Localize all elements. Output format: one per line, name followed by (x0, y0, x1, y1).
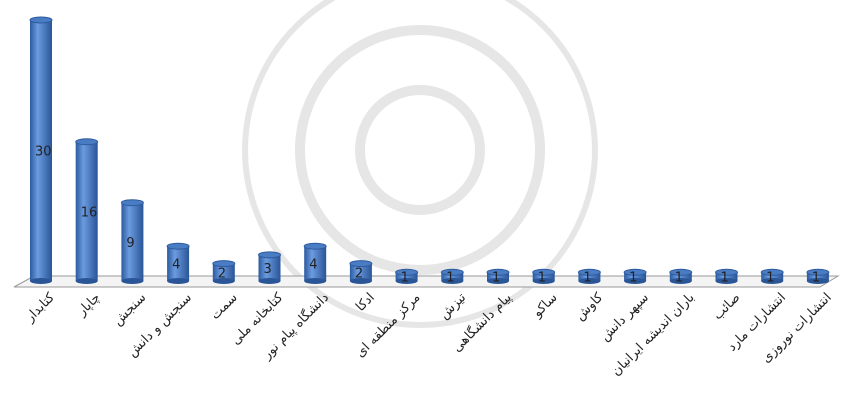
bar-top (75, 138, 99, 146)
bar (578, 272, 601, 281)
bar-top (349, 260, 373, 268)
value-label: 1 (538, 271, 546, 286)
bar-top (623, 268, 647, 276)
bar (167, 246, 190, 281)
bar (441, 272, 464, 281)
value-label: 3 (264, 262, 272, 277)
bar-bottom (761, 278, 784, 284)
x-tick-label: صائب (711, 290, 744, 323)
value-label: 1 (446, 271, 454, 286)
bar (212, 263, 235, 281)
x-tick-label: چاپار (74, 290, 104, 320)
value-label: 1 (766, 271, 774, 286)
value-label: 1 (629, 271, 637, 286)
value-label: 16 (81, 205, 98, 220)
bar-bottom (669, 278, 692, 284)
bar-top (440, 268, 464, 276)
bar-bottom (304, 278, 327, 284)
bar-top (577, 268, 601, 276)
value-label: 2 (355, 266, 363, 281)
x-tick-label: کاوش (573, 290, 607, 324)
value-label: 1 (401, 271, 409, 286)
value-label: 9 (126, 236, 134, 251)
value-label: 4 (172, 258, 180, 273)
bar (669, 272, 692, 281)
x-tick-label: باران اندیشه ایرانیان (609, 290, 698, 379)
bar-bottom (578, 278, 601, 284)
bar-top (715, 268, 738, 276)
bar-top (303, 242, 327, 250)
bar-top (258, 251, 281, 259)
bar (395, 272, 418, 281)
bar-bottom (806, 278, 829, 284)
bar (30, 20, 52, 281)
bar (806, 272, 829, 281)
bar (349, 263, 372, 281)
bar-bottom (212, 278, 235, 284)
value-label: 30 (35, 145, 52, 160)
bar-top (120, 199, 144, 207)
bar-top (806, 268, 830, 276)
bar-bottom (395, 278, 418, 284)
x-tick-label: سنجش (110, 290, 149, 329)
bar (624, 272, 647, 281)
bar-top (486, 268, 510, 276)
bar-top (760, 268, 784, 276)
bar-bottom (30, 278, 52, 284)
bar (761, 272, 784, 281)
bar-bottom (441, 278, 464, 284)
bar-bottom (349, 278, 372, 284)
bar-top (166, 242, 190, 250)
x-tick-label: ساکو (530, 290, 561, 321)
bar (487, 272, 509, 281)
x-tick-label: سمت (208, 290, 241, 323)
bar-top (532, 268, 556, 276)
bar (75, 141, 98, 281)
value-label: 1 (812, 271, 820, 286)
bar-bottom (167, 278, 190, 284)
bar (532, 272, 555, 281)
value-label: 1 (675, 271, 683, 286)
bar-top (669, 268, 693, 276)
bar-top (212, 260, 236, 268)
bar-bottom (121, 278, 144, 284)
bar-top (29, 16, 53, 24)
bar-top (395, 268, 419, 276)
value-label: 4 (309, 258, 317, 273)
value-label: 1 (492, 271, 500, 286)
bar-bottom (624, 278, 647, 284)
bar (121, 202, 144, 281)
bar-bottom (258, 278, 281, 284)
value-label: 1 (583, 271, 591, 286)
bar (715, 272, 738, 281)
bar (304, 246, 327, 281)
value-label: 1 (721, 271, 729, 286)
bar-bottom (75, 278, 98, 284)
bar-bottom (487, 278, 509, 284)
value-label: 2 (218, 266, 226, 281)
bar-bottom (532, 278, 555, 284)
bar-bottom (715, 278, 738, 284)
x-tick-label: کتابدار (22, 290, 58, 326)
watermark (242, 0, 598, 328)
bar (258, 254, 281, 281)
